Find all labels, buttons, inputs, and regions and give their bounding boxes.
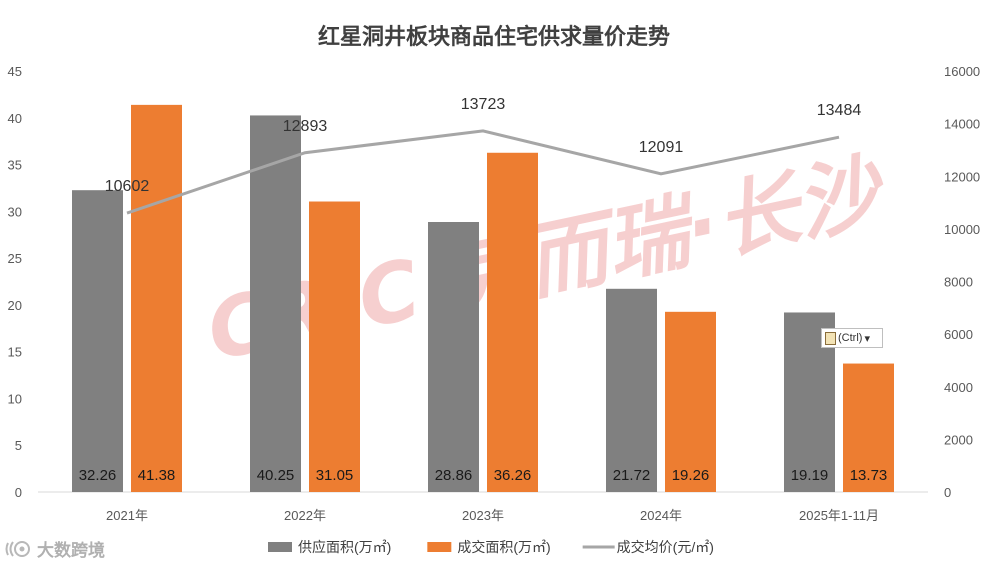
x-tick-label: 2021年 xyxy=(106,508,148,523)
line-data-label: 10602 xyxy=(105,178,150,195)
bar-data-label: 32.26 xyxy=(79,467,117,484)
bar xyxy=(606,288,657,492)
legend-label: 成交面积(万㎡) xyxy=(457,539,550,555)
right-tick-label: 2000 xyxy=(944,432,973,447)
left-tick-label: 0 xyxy=(15,485,22,500)
chart-title: 红星洞井板块商品住宅供求量价走势 xyxy=(318,24,670,50)
bar-data-label: 21.72 xyxy=(613,467,651,484)
legend-swatch xyxy=(427,542,452,552)
left-tick-label: 40 xyxy=(8,111,22,126)
line-series: 10602 12893 13723 12091 13484 xyxy=(105,96,862,215)
bar xyxy=(487,152,538,492)
right-tick-label: 8000 xyxy=(944,275,973,290)
bar xyxy=(309,201,360,492)
line-data-label: 13723 xyxy=(461,96,506,113)
bar xyxy=(250,115,301,492)
clipboard-icon xyxy=(825,331,836,345)
paste-options-label: (Ctrl) xyxy=(838,332,863,344)
right-tick-label: 16000 xyxy=(944,64,980,79)
bar xyxy=(72,190,123,493)
left-tick-label: 5 xyxy=(15,438,22,453)
right-tick-label: 4000 xyxy=(944,380,973,395)
right-tick-label: 10000 xyxy=(944,222,980,237)
bar-data-label: 41.38 xyxy=(138,467,176,484)
bar-series: 32.26 41.38 40.25 31.05 28.86 36.26 21.72 19.26… xyxy=(72,104,894,493)
bar xyxy=(428,221,479,493)
source-logo: 大数跨境 xyxy=(4,536,105,561)
brand-logo-icon xyxy=(5,540,30,557)
right-tick-label: 12000 xyxy=(944,169,980,184)
chevron-down-icon: ▾ xyxy=(864,332,870,345)
right-tick-label: 14000 xyxy=(944,117,980,132)
left-tick-label: 35 xyxy=(8,158,22,173)
x-tick-label: 2022年 xyxy=(284,508,326,523)
line-data-label: 12091 xyxy=(639,139,684,156)
legend: 供应面积(万㎡) 成交面积(万㎡) 成交均价(元/㎡) xyxy=(268,539,714,555)
bar-data-label: 13.73 xyxy=(850,467,888,484)
source-label: 大数跨境 xyxy=(37,541,105,560)
left-tick-label: 10 xyxy=(8,391,22,406)
bar-data-label: 28.86 xyxy=(435,467,473,484)
price-line xyxy=(126,129,840,215)
bar-data-label: 36.26 xyxy=(494,467,532,484)
left-tick-label: 20 xyxy=(8,298,22,313)
bar xyxy=(665,311,716,492)
x-tick-label: 2025年1-11月 xyxy=(799,508,879,523)
x-tick-label: 2023年 xyxy=(462,508,504,523)
bar-data-label: 31.05 xyxy=(316,467,354,484)
left-tick-label: 25 xyxy=(8,251,22,266)
right-tick-label: 0 xyxy=(944,485,951,500)
legend-label: 供应面积(万㎡) xyxy=(298,539,391,555)
paste-options-button[interactable]: (Ctrl) ▾ xyxy=(821,328,883,348)
left-tick-label: 30 xyxy=(8,204,22,219)
right-tick-label: 6000 xyxy=(944,327,973,342)
bar-data-label: 19.19 xyxy=(791,467,829,484)
x-axis: 2021年 2022年 2023年 2024年 2025年1-11月 xyxy=(106,508,879,523)
left-axis: 0 5 10 15 20 25 30 35 40 45 xyxy=(8,64,22,500)
left-tick-label: 15 xyxy=(8,345,22,360)
bar-data-label: 19.26 xyxy=(672,467,710,484)
bar xyxy=(843,363,894,492)
bar xyxy=(131,104,182,492)
x-tick-label: 2024年 xyxy=(640,508,682,523)
left-tick-label: 45 xyxy=(8,64,22,79)
line-data-label: 12893 xyxy=(283,118,328,135)
legend-swatch xyxy=(268,542,292,552)
line-data-label: 13484 xyxy=(817,102,862,119)
bar-data-label: 40.25 xyxy=(257,467,295,484)
legend-label: 成交均价(元/㎡) xyxy=(617,539,714,555)
right-axis: 0 2000 4000 6000 8000 10000 12000 14000 16000 xyxy=(944,64,980,500)
